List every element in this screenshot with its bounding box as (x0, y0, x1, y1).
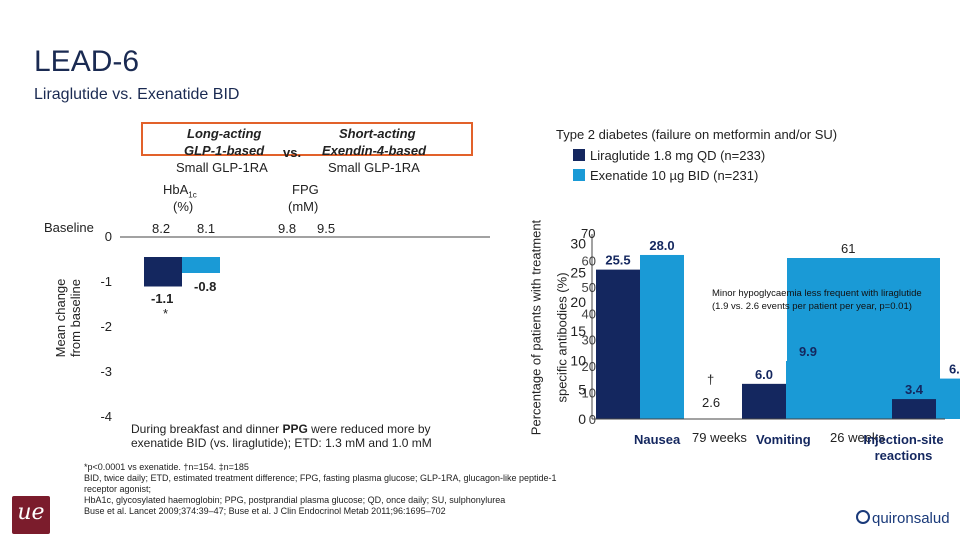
right-ytick-label-a: 30 (582, 333, 596, 348)
baseline-label: Baseline (44, 220, 94, 235)
right-ytick-label-a: 40 (582, 306, 596, 321)
quironsalud-mark-icon (856, 510, 870, 524)
weeks-26: 26 weeks (830, 430, 885, 445)
comparison-right-line2: Exendin-4-based (322, 143, 427, 158)
baseline-fpg-exenatide: 9.5 (317, 221, 336, 236)
comparison-left-line2: GLP-1-based (184, 143, 265, 158)
category-injection-site: Injection-site reactions (863, 432, 944, 463)
hba1c-unit: (%) (173, 199, 194, 214)
bar-label-liraglutide-hba1c: -1.1 (151, 291, 174, 306)
legend-label-exenatide: Exenatide 10 µg BID (n=231) (590, 168, 759, 183)
left-ytick-label: -1 (100, 274, 112, 289)
right-ylabel-b: specific antibodies (%) (554, 272, 570, 403)
left-bar-liraglutide-hba1c (144, 257, 182, 287)
right-bar-1-liraglutide (742, 383, 786, 419)
footnote-line1: *p<0.0001 vs exenatide. †n=154. ‡n=185 (84, 462, 249, 472)
baseline-hba1c-liraglutide: 8.2 (152, 221, 171, 236)
bar-label-exenatide-hba1c: -0.8 (194, 279, 217, 294)
fpg-unit: (mM) (288, 199, 319, 214)
footnotes: *p<0.0001 vs exenatide. †n=154. ‡n=185 B… (84, 462, 644, 517)
left-bar-exenatide-hba1c (182, 257, 220, 273)
legend-label-liraglutide: Liraglutide 1.8 mg QD (n=233) (590, 148, 766, 163)
right-ytick-label-a: 10 (582, 386, 596, 401)
footnote-line2: BID, twice daily; ETD, estimated treatme… (84, 473, 557, 483)
right-bar-2-exenatide (936, 378, 960, 419)
right-ytick-label-b: 20 (570, 294, 586, 310)
quironsalud-logo: quironsalud (856, 510, 950, 527)
right-ytick-label-a: 60 (582, 253, 596, 268)
hypoglycaemia-note: Minor hypoglycaemia less frequent with l… (712, 288, 922, 312)
right-bar-value-label: 28.0 (649, 238, 674, 253)
weeks-79: 79 weeks (692, 430, 747, 445)
dagger-mark: † (707, 372, 715, 387)
fpg-label: FPG (292, 182, 319, 197)
baseline-hba1c-exenatide: 8.1 (197, 221, 216, 236)
right-ytick-label-a: 50 (582, 280, 596, 295)
top-value-61: 61 (841, 241, 856, 256)
ppg-note: During breakfast and dinner PPG were red… (131, 422, 432, 450)
comparison-right-line1: Short-acting (339, 126, 416, 141)
comparison-left-line3: Small GLP-1RA (176, 160, 268, 175)
page-subtitle: Liraglutide vs. Exenatide BID (34, 86, 240, 103)
significance-asterisk: * (163, 306, 169, 321)
hba1c-fpg-chart: 0 -1 -2 -3 -4 (100, 229, 490, 424)
left-ytick-label: 0 (105, 229, 112, 244)
right-bar-2-liraglutide (892, 399, 936, 419)
footnote-line5: Buse et al. Lancet 2009;374:39–47; Buse … (84, 506, 446, 516)
right-ytick-label-b: 0 (578, 411, 586, 427)
right-bar-value-label: 3.4 (905, 382, 924, 397)
category-vomiting: Vomiting (756, 432, 811, 447)
comparison-left-line1: Long-acting (187, 126, 262, 141)
hba1c-label: HbA1c (163, 182, 197, 200)
right-bar-value-label: 6.0 (755, 367, 773, 382)
right-bar-1-exenatide (786, 361, 830, 419)
right-ytick-label-a: 20 (582, 359, 596, 374)
right-bar-0-liraglutide (596, 269, 640, 419)
right-bar-value-label: 9.9 (799, 344, 817, 359)
page-title: LEAD-6 (34, 45, 140, 78)
comparison-box (141, 122, 473, 156)
left-ytick-label: -4 (100, 409, 112, 424)
legend-heading: Type 2 diabetes (failure on metformin an… (556, 127, 838, 142)
right-ytick-label-b: 30 (570, 235, 586, 251)
comparison-vs: vs. (283, 145, 302, 160)
left-ytick-label: -3 (100, 364, 112, 379)
right-ytick-label-b: 15 (570, 323, 586, 339)
comparison-right-line3: Small GLP-1RA (328, 160, 420, 175)
left-ytick-label: -2 (100, 319, 112, 334)
hba1c-subscript: 1c (188, 190, 197, 200)
right-ytick-label-b: 10 (570, 352, 586, 368)
right-ytick-label-b: 25 (570, 265, 586, 281)
right-ylabel-a: Percentage of patients with treatment (528, 219, 544, 436)
right-ytick-label-b: 5 (578, 382, 586, 398)
legend-swatch-exenatide (573, 169, 585, 181)
top-tick-70: 70 (581, 226, 596, 241)
right-bar-0-exenatide (640, 254, 684, 419)
right-bar-value-label: 25.5 (605, 253, 630, 268)
baseline-fpg-liraglutide: 9.8 (278, 221, 297, 236)
footnote-line4: HbA1c, glycosylated haemoglobin; PPG, po… (84, 495, 506, 505)
mid-value-2-6: 2.6 (702, 395, 721, 410)
university-logo: ue (12, 496, 50, 534)
footnote-line3: receptor agonist; (84, 484, 152, 494)
right-bar-value-label: 6.9 (949, 362, 960, 377)
category-nausea: Nausea (634, 432, 681, 447)
legend-swatch-liraglutide (573, 149, 585, 161)
